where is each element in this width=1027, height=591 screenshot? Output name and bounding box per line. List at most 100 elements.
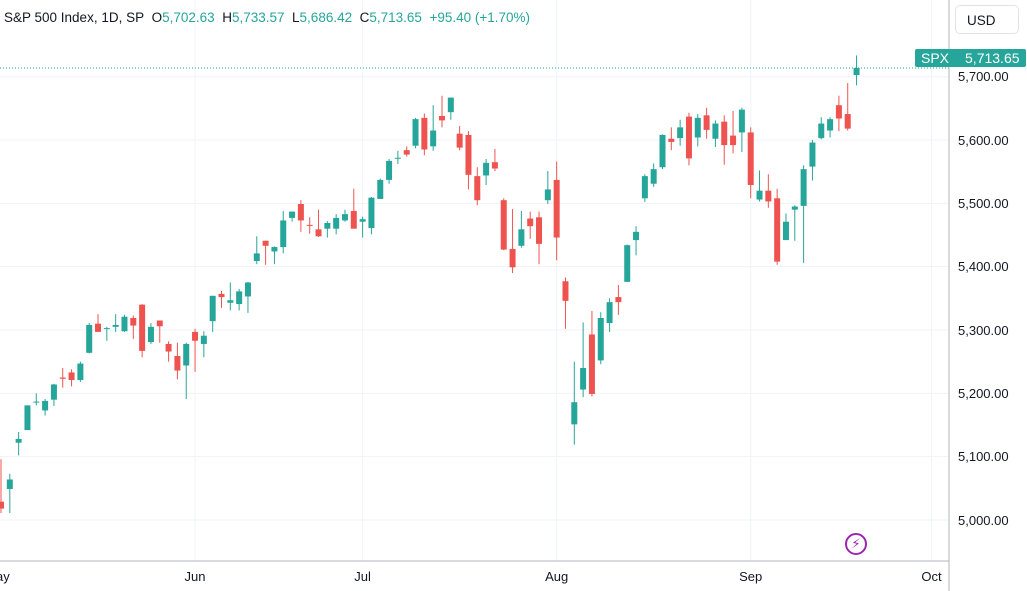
candle [0,459,4,514]
candle-body [518,229,525,246]
candle-body [253,253,260,261]
candle-body [174,355,181,371]
candle [544,171,551,204]
candle [844,83,851,131]
candle [95,314,102,332]
candle [315,209,322,237]
candle [271,246,278,265]
candle-body [412,119,419,146]
candle [280,210,287,254]
candle-body [730,135,737,146]
candle [324,221,331,238]
candle [121,314,128,332]
candle-body [147,326,154,343]
price-tick-label: 5,000.00 [958,512,1009,528]
candles [0,55,860,514]
currency-button[interactable]: USD [955,5,1019,34]
candle-body [491,162,498,169]
lightning-icon[interactable]: ⚡︎ [845,533,867,555]
candle-body [553,179,560,238]
candle [571,361,578,445]
candle [800,165,807,263]
candle-body [386,160,393,180]
candle-body [103,328,110,330]
candle-body [500,200,507,250]
candle-body [597,317,604,361]
candle [562,277,569,329]
candle-body [244,282,251,297]
candle-body [15,438,22,443]
candle [827,117,834,138]
candle-body [624,245,631,282]
open-label: O [151,10,163,25]
candle [835,95,842,132]
candle [333,214,340,235]
candle [456,126,463,151]
candle-body [668,138,675,142]
time-tick-label: Jun [184,569,206,584]
candle-body [483,162,490,176]
candle-body [183,343,190,366]
candle [527,211,534,239]
candle [491,148,498,172]
candle-body [685,116,692,159]
candle [703,107,710,139]
candle [139,304,146,358]
candle-body [659,134,666,168]
candle [553,161,560,261]
time-tick-label: Sep [739,569,763,584]
candle-body [827,119,834,131]
candle-body [536,217,543,244]
candle-body [403,150,410,155]
candle [59,368,66,388]
candle [694,114,701,147]
candle [86,323,93,354]
candle [6,473,13,514]
candle [359,216,366,238]
candle [597,312,604,365]
candle-body [465,134,472,175]
candle [218,290,225,308]
candle [289,211,296,222]
candle [253,236,260,265]
candle-body [800,169,807,206]
candle-body [350,210,357,229]
symbol-title: S&P 500 Index, 1D, SP [4,10,145,25]
candle-body [844,114,851,129]
candle-body [6,479,13,489]
time-tick-label: Jul [354,569,371,584]
candle [350,188,357,229]
candle [677,119,684,146]
candle [209,295,216,332]
candle-body [712,123,719,139]
candle-body [394,157,401,159]
candle-body [809,142,816,167]
candle-body [474,176,481,201]
candle [77,361,84,382]
change-value: +95.40 (+1.70%) [429,10,531,25]
candle [668,127,675,151]
candle-body [791,206,798,210]
candle [341,209,348,222]
candle-body [315,229,322,237]
candle [227,282,234,311]
candle [42,399,49,416]
candle [130,315,137,339]
candle [192,328,199,372]
candle-body [271,247,278,252]
candle-body [112,324,119,327]
candle [15,431,22,456]
candle-body [297,203,304,221]
candle-body [209,295,216,322]
candle-body [527,218,534,227]
candle-body [59,377,66,379]
candle-body [306,224,313,226]
candle-body [756,190,763,200]
candle [853,55,860,86]
candle [68,369,75,387]
grid [0,0,949,561]
candle-body [544,189,551,201]
candle [262,240,269,265]
candle [244,281,251,313]
